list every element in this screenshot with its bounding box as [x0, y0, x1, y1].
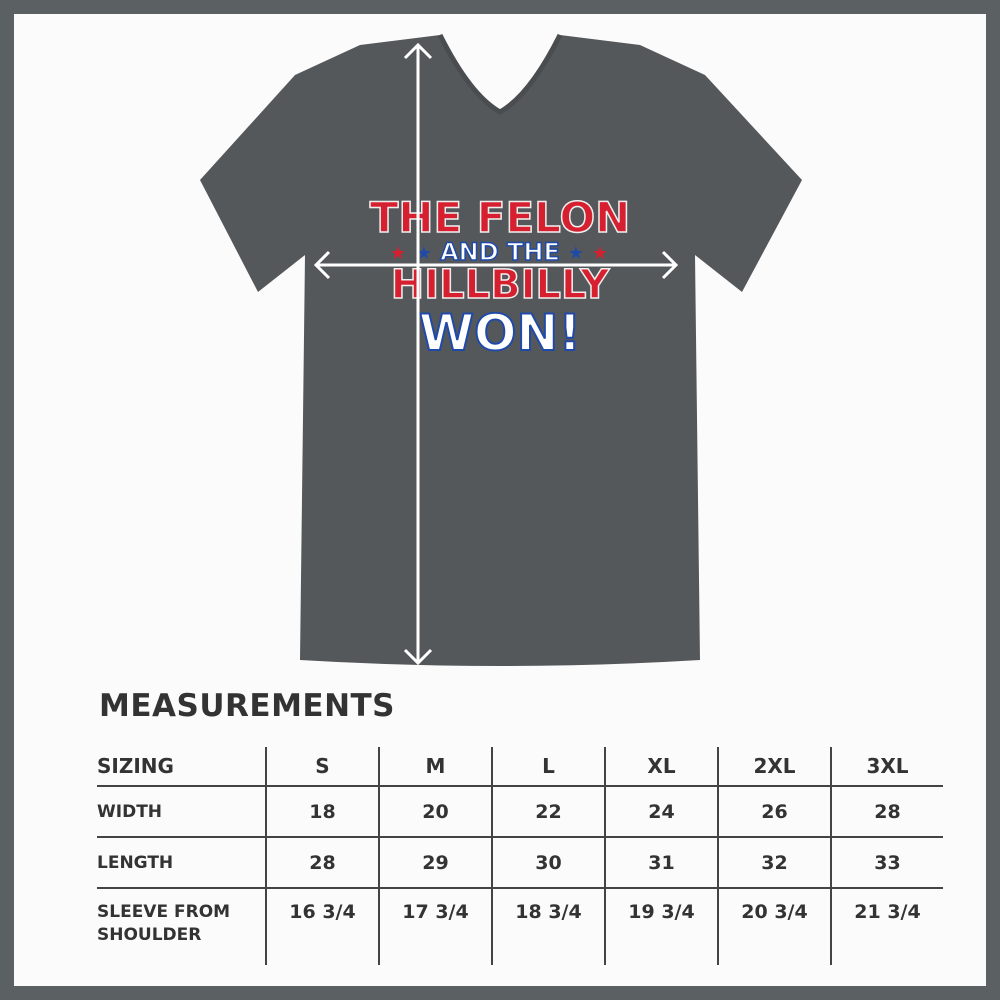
- row-label-line: SHOULDER: [97, 925, 202, 945]
- row-label: SLEEVE FROM SHOULDER: [97, 888, 266, 965]
- print-line-4: WON!: [419, 304, 581, 362]
- size-header: 2XL: [717, 747, 831, 787]
- cell: 32: [717, 837, 831, 889]
- table-row: LENGTH 28 29 30 31 32 33: [97, 837, 943, 889]
- cell: 28: [265, 837, 379, 889]
- cell: 29: [378, 837, 492, 889]
- star-icon: ★: [568, 243, 584, 264]
- row-label: SIZING: [97, 747, 266, 787]
- print-line-3: HILLBILLY: [391, 262, 610, 308]
- row-label: WIDTH: [97, 786, 266, 838]
- tshirt-image: THE FELON AND THE ★ ★ ★ ★ HILLBILLY WON!: [200, 33, 802, 666]
- size-header: S: [265, 747, 379, 787]
- cell: 28: [830, 786, 943, 838]
- cell: 18: [265, 786, 379, 838]
- star-icon: ★: [416, 243, 432, 264]
- cell: 33: [830, 837, 943, 889]
- size-chart-table: SIZING S M L XL 2XL 3XL WIDTH 18 20 22 2…: [97, 747, 943, 965]
- cell: 16 3/4: [265, 888, 379, 965]
- cell: 24: [604, 786, 718, 838]
- neckline: [437, 33, 563, 115]
- size-header: 3XL: [830, 747, 943, 787]
- size-header: L: [491, 747, 605, 787]
- star-icon: ★: [592, 243, 608, 264]
- cell: 21 3/4: [830, 888, 943, 965]
- row-label: LENGTH: [97, 837, 266, 889]
- cell: 18 3/4: [491, 888, 605, 965]
- measurement-arrows: [313, 42, 679, 666]
- cell: 22: [491, 786, 605, 838]
- cell: 31: [604, 837, 718, 889]
- tshirt-body: [200, 35, 802, 666]
- star-icon: ★: [390, 243, 406, 264]
- print-line-2: AND THE: [440, 238, 560, 266]
- cell: 30: [491, 837, 605, 889]
- cell: 17 3/4: [378, 888, 492, 965]
- table-row: SLEEVE FROM SHOULDER 16 3/4 17 3/4 18 3/4…: [97, 888, 943, 965]
- measurements-title: MEASUREMENTS: [99, 688, 396, 724]
- print-line-1: THE FELON: [370, 193, 631, 242]
- cell: 20 3/4: [717, 888, 831, 965]
- size-header: M: [378, 747, 492, 787]
- cell: 26: [717, 786, 831, 838]
- size-header: XL: [604, 747, 718, 787]
- table-row: WIDTH 18 20 22 24 26 28: [97, 786, 943, 838]
- shirt-print: THE FELON AND THE ★ ★ ★ ★ HILLBILLY WON!: [369, 192, 631, 363]
- cell: 20: [378, 786, 492, 838]
- cell: 19 3/4: [604, 888, 718, 965]
- table-header-row: SIZING S M L XL 2XL 3XL: [97, 747, 943, 787]
- row-label-line: SLEEVE FROM: [97, 902, 231, 922]
